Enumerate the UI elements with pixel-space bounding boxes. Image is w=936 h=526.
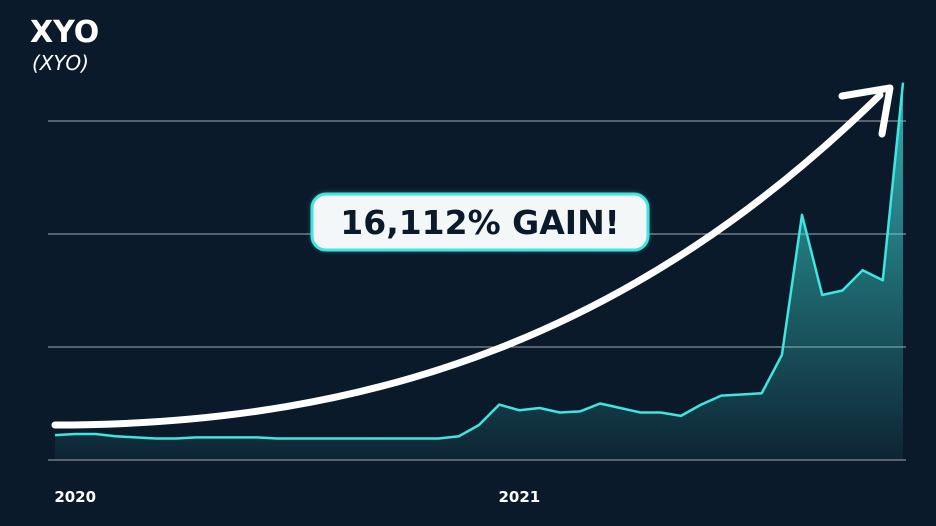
line [54,82,905,440]
chart-subtitle: (XYO) [32,51,89,75]
x-axis: 2020 2021 [54,488,540,506]
annotation-box: 16,112% GAIN! [310,192,650,252]
annotation-text: 16,112% GAIN! [340,203,619,242]
trend-arrow [51,84,894,429]
chart-title: XYO [30,15,99,50]
annotation-frame [310,192,650,252]
area [55,82,903,460]
plot [54,82,905,460]
arrow-shaft [51,91,884,429]
arrow-head [838,84,894,138]
x-tick-label: 2020 [54,488,96,506]
x-tick-label: 2021 [499,488,541,506]
